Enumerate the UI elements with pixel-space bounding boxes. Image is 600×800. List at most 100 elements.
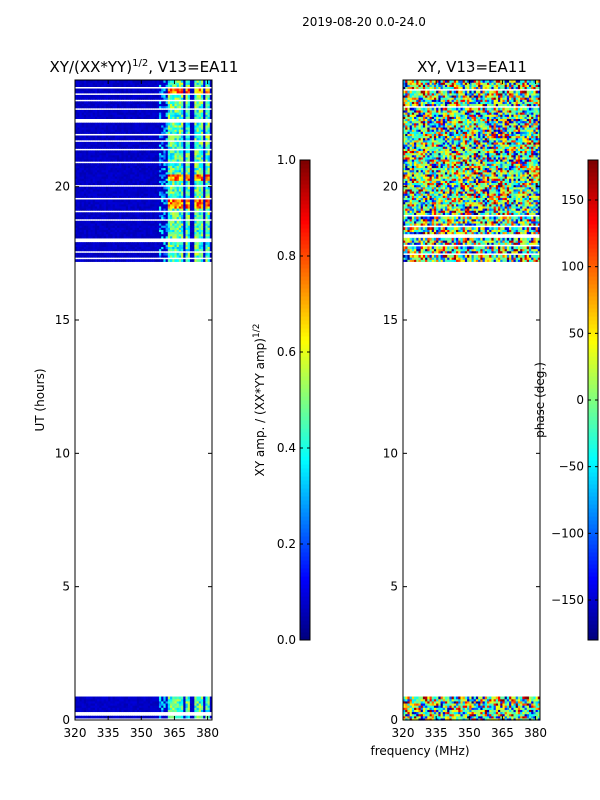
heatmap-cell	[181, 158, 184, 162]
heatmap-cell	[121, 203, 125, 207]
heatmap-cell	[161, 700, 164, 704]
heatmap-cell	[143, 94, 147, 98]
heatmap-cell	[170, 203, 173, 207]
heatmap-cell	[99, 233, 102, 237]
heatmap-cell	[130, 225, 133, 228]
heatmap-cell	[165, 182, 169, 186]
heatmap-cell	[83, 242, 87, 245]
heatmap-cell	[209, 231, 213, 235]
heatmap-cell	[81, 222, 85, 226]
heatmap-cell	[86, 124, 89, 128]
heatmap-cell	[181, 82, 184, 85]
heatmap-cell	[112, 201, 116, 205]
heatmap-cell	[207, 208, 211, 211]
heatmap-cell	[185, 212, 189, 215]
heatmap-cell	[185, 246, 189, 250]
heatmap-cell	[209, 173, 213, 177]
heatmap-cell	[192, 88, 195, 92]
heatmap-cell	[130, 233, 133, 237]
heatmap-cell	[200, 715, 204, 719]
heatmap-cell	[88, 244, 91, 247]
heatmap-row	[75, 135, 213, 139]
heatmap-cell	[114, 225, 118, 228]
heatmap-cell	[108, 242, 111, 245]
heatmap-cell	[128, 186, 131, 190]
heatmap-cell	[128, 233, 131, 237]
heatmap-cell	[114, 205, 118, 209]
heatmap-cell	[207, 709, 211, 713]
heatmap-cell	[116, 169, 120, 173]
heatmap-cell	[167, 246, 171, 250]
heatmap-cell	[152, 82, 155, 85]
heatmap-cell	[123, 124, 127, 128]
heatmap-cell	[198, 101, 202, 105]
heatmap-cell	[97, 152, 100, 156]
heatmap-cell	[185, 208, 189, 211]
heatmap-cell	[130, 709, 133, 713]
heatmap-cell	[139, 152, 142, 156]
heatmap-cell	[125, 259, 129, 262]
heatmap-cell	[139, 205, 142, 209]
heatmap-cell	[143, 84, 147, 87]
heatmap-cell	[119, 109, 122, 113]
heatmap-cell	[136, 216, 140, 220]
heatmap-cell	[130, 702, 133, 706]
heatmap-cell	[205, 229, 208, 233]
y-tick-label: 5	[62, 580, 70, 594]
heatmap-cell	[198, 135, 202, 139]
heatmap-cell	[139, 195, 142, 198]
heatmap-cell	[152, 158, 155, 162]
heatmap-cell	[174, 705, 178, 708]
heatmap-cell	[86, 158, 89, 162]
heatmap-cell	[156, 182, 160, 186]
heatmap-cell	[139, 246, 142, 250]
heatmap-cell	[108, 116, 111, 119]
heatmap-cell	[143, 124, 147, 128]
heatmap-cell	[75, 222, 78, 226]
heatmap-cell	[139, 235, 142, 239]
heatmap-cell	[172, 195, 175, 198]
heatmap-cell	[200, 84, 204, 87]
heatmap-cell	[152, 150, 155, 154]
heatmap-cell	[128, 135, 131, 139]
heatmap-cell	[172, 231, 175, 235]
heatmap-cell	[167, 144, 171, 147]
heatmap-cell	[203, 698, 206, 702]
heatmap-cell	[116, 702, 120, 706]
colorbar-segment	[300, 212, 310, 217]
heatmap-cell	[110, 227, 113, 230]
heatmap-cell	[187, 700, 191, 704]
heatmap-cell	[174, 135, 178, 139]
heatmap-cell	[79, 152, 83, 156]
heatmap-cell	[88, 176, 91, 179]
heatmap-cell	[154, 124, 158, 128]
heatmap-cell	[88, 707, 91, 710]
heatmap-cell	[108, 696, 111, 700]
heatmap-cell	[103, 178, 107, 181]
heatmap-cell	[77, 90, 80, 94]
heatmap-cell	[90, 169, 94, 173]
heatmap-cell	[97, 129, 100, 132]
heatmap-cell	[125, 216, 129, 220]
heatmap-cell	[92, 700, 96, 704]
heatmap-cell	[132, 227, 136, 230]
heatmap-cell	[94, 188, 98, 192]
heatmap-cell	[75, 203, 78, 207]
heatmap-cell	[205, 150, 208, 154]
heatmap-cell	[147, 195, 151, 198]
heatmap-cell	[132, 216, 136, 220]
heatmap-cell	[125, 212, 129, 215]
heatmap-cell	[86, 135, 89, 139]
heatmap-cell	[167, 225, 171, 228]
heatmap-cell	[158, 171, 162, 175]
heatmap-cell	[178, 97, 182, 100]
heatmap-cell	[125, 103, 129, 107]
heatmap-cell	[167, 248, 171, 252]
heatmap-cell	[90, 225, 94, 228]
heatmap-cell	[121, 205, 125, 209]
heatmap-cell	[116, 231, 120, 235]
heatmap-cell	[130, 182, 133, 186]
y-tick-label: 15	[55, 313, 70, 327]
heatmap-cell	[152, 222, 155, 226]
heatmap-cell	[163, 705, 166, 708]
